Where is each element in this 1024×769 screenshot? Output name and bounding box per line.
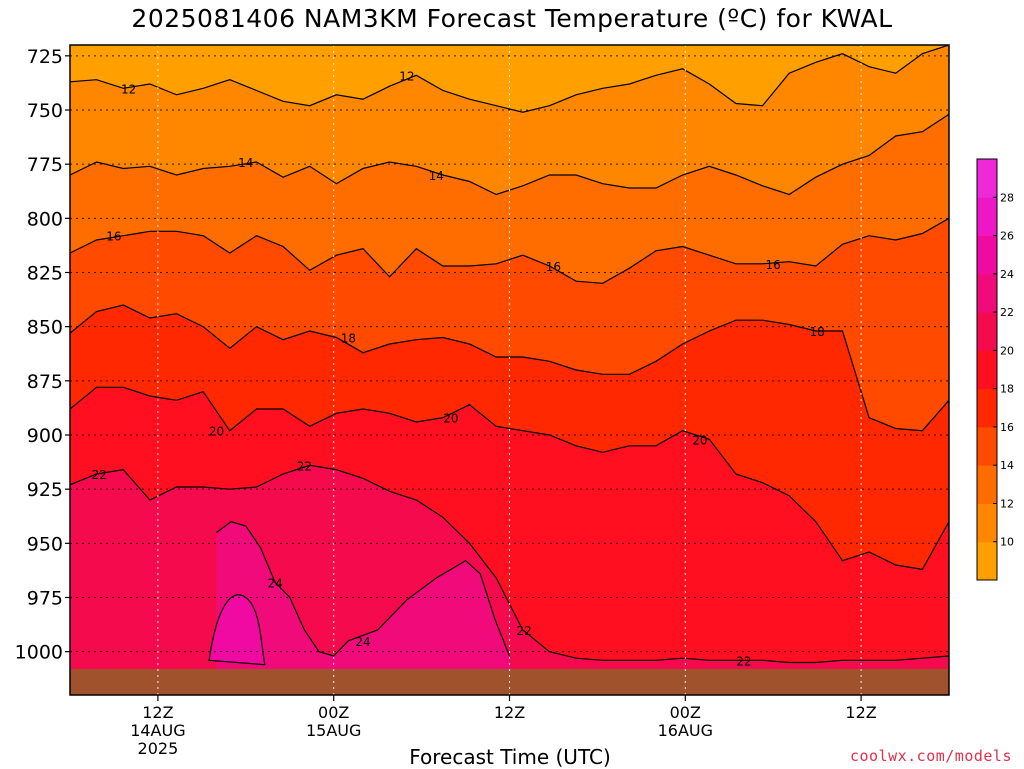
- x-tick-year: 2025: [138, 739, 179, 758]
- x-tick-date: 16AUG: [658, 721, 713, 740]
- isotherm-label-12: 12: [399, 69, 414, 83]
- colorbar-label: 28: [1000, 191, 1014, 204]
- isotherm-label-20: 20: [209, 425, 224, 439]
- isotherm-label-24: 24: [355, 635, 370, 649]
- isotherm-label-22: 22: [517, 624, 532, 638]
- colorbar-segment-24: [977, 235, 997, 275]
- colorbar-segment-14: [977, 426, 997, 466]
- colorbar: 10 12 14 16 18 20 22 24 26 28: [976, 158, 1014, 581]
- isotherm-label-18: 18: [341, 332, 356, 346]
- y-tick-label: 850: [27, 317, 63, 339]
- colorbar-label: 24: [1000, 268, 1014, 281]
- band-26: [209, 594, 265, 665]
- colorbar-label: 10: [1000, 536, 1014, 549]
- colorbar-label: 16: [1000, 421, 1014, 434]
- colorbar-label: 12: [1000, 497, 1014, 510]
- isotherm-16: [70, 217, 949, 284]
- y-tick-label: 925: [27, 479, 63, 501]
- colorbar-segment-20: [977, 312, 997, 351]
- isotherm-12: [70, 45, 949, 113]
- y-tick-label: 825: [27, 263, 63, 285]
- colorbar-label: 18: [1000, 383, 1014, 396]
- band-24: [216, 521, 510, 674]
- x-tick-label: 12Z: [142, 703, 173, 722]
- y-tick-label: 750: [27, 100, 63, 122]
- colorbar-segment-10: [977, 503, 997, 543]
- y-tick-label: 950: [27, 533, 63, 555]
- y-tick-label: 775: [27, 154, 63, 176]
- isotherm-label-16: 16: [546, 260, 561, 274]
- colorbar-segment-26: [977, 197, 997, 237]
- colorbar-label: 22: [1000, 306, 1014, 319]
- isotherm-label-16: 16: [766, 258, 781, 272]
- x-axis-title: Forecast Time (UTC): [409, 745, 611, 769]
- y-tick-label: 900: [27, 425, 63, 447]
- isotherm-label-20: 20: [443, 412, 458, 426]
- x-tick-label: 00Z: [318, 703, 349, 722]
- credit-link[interactable]: coolwx.com/models: [849, 747, 1012, 765]
- isotherm-24: [216, 521, 511, 657]
- isotherm-label-20: 20: [692, 433, 707, 447]
- x-tick-label: 12Z: [494, 703, 525, 722]
- x-tick-label: 00Z: [670, 703, 701, 722]
- isotherm-label-22: 22: [297, 459, 312, 473]
- colorbar-segment-8: [977, 541, 997, 581]
- isotherm-label-12: 12: [121, 82, 136, 96]
- colorbar-segment-12: [977, 465, 997, 504]
- x-tick-date: 14AUG: [130, 721, 185, 740]
- colorbar-segment-28: [977, 159, 997, 198]
- isotherm-20: [70, 386, 949, 570]
- colorbar-label: 26: [1000, 230, 1014, 243]
- y-tick-label: 725: [27, 46, 63, 68]
- x-tick-date: 15AUG: [306, 721, 361, 740]
- colorbar-segment-18: [977, 350, 997, 390]
- colorbar-segment-16: [977, 388, 997, 428]
- isotherm-label-24: 24: [267, 576, 282, 590]
- y-axis: 725 750 775 800 825 850 875 900 925 950 975 1000: [15, 46, 70, 664]
- y-tick-label: 875: [27, 371, 63, 393]
- temperature-field: 12 12 14 14 16 16 16 18 18 20 20 20 22 22 22 22 24 24: [70, 45, 949, 695]
- isotherm-label-16: 16: [106, 230, 121, 244]
- band-above-12: [70, 45, 949, 113]
- colorbar-segment-22: [977, 273, 997, 313]
- isotherm-label-14: 14: [429, 169, 444, 183]
- isotherm-label-22: 22: [92, 468, 107, 482]
- x-tick-label: 12Z: [845, 703, 876, 722]
- isotherm-label-22: 22: [736, 654, 751, 668]
- y-tick-label: 800: [27, 208, 63, 230]
- isotherm-label-18: 18: [810, 325, 825, 339]
- colorbar-label: 14: [1000, 459, 1014, 472]
- colorbar-label: 20: [1000, 344, 1014, 357]
- y-tick-label: 975: [27, 588, 63, 610]
- y-tick-label: 1000: [15, 642, 63, 664]
- colorbar-frame: [976, 158, 998, 581]
- isotherm-label-14: 14: [238, 156, 253, 170]
- chart-title: 2025081406 NAM3KM Forecast Temperature (…: [131, 4, 893, 33]
- plot-area: 12 12 14 14 16 16 16 18 18 20 20 20 22 22 22 22 24 24: [69, 44, 950, 696]
